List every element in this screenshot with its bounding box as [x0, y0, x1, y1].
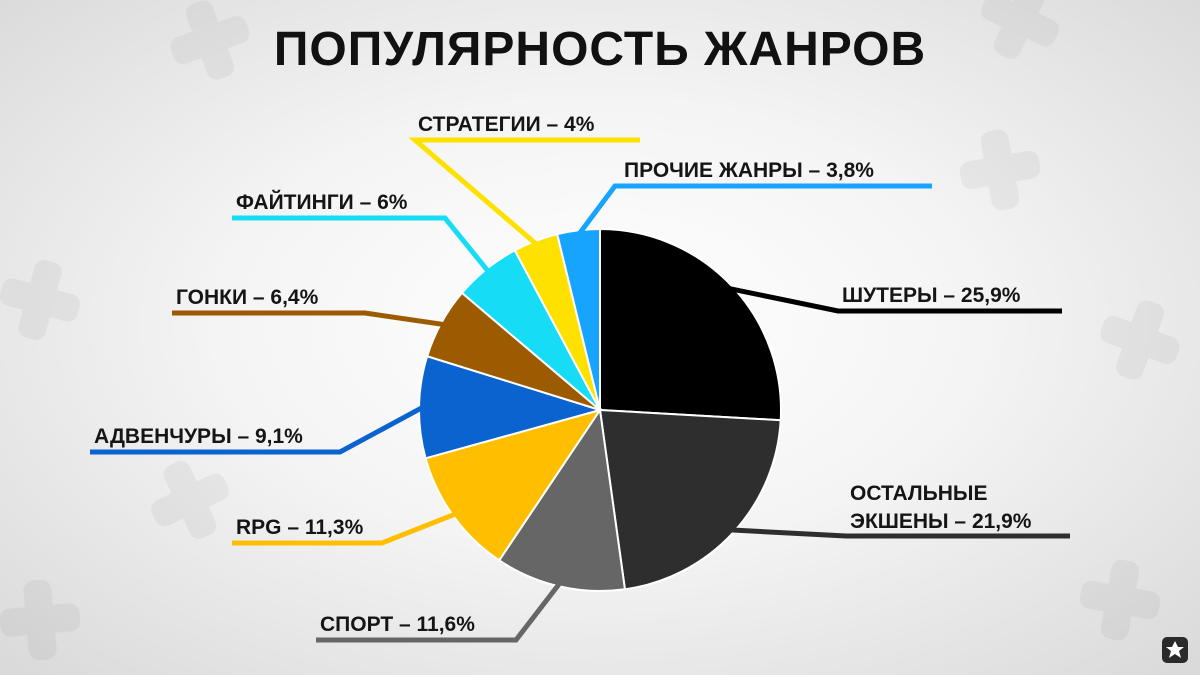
leader-line	[728, 285, 1062, 314]
slice-label: ЭКШЕНЫ – 21,9%	[850, 510, 1032, 533]
leader-line	[316, 580, 563, 643]
leader-line	[232, 215, 491, 274]
leader-line	[90, 405, 425, 455]
slice-label: СПОРТ – 11,6%	[320, 613, 475, 636]
leader-line	[172, 310, 446, 328]
slice-label: ШУТЕРЫ – 25,9%	[842, 284, 1021, 307]
leader-line	[730, 527, 1070, 539]
chart-title: ПОПУЛЯРНОСТЬ ЖАНРОВ	[273, 23, 927, 76]
leader-line	[576, 183, 932, 236]
leader-line	[408, 137, 640, 247]
leader-line	[232, 511, 458, 546]
logo-icon	[1162, 637, 1188, 663]
pie-slice	[555, 227, 601, 411]
slice-label: СТРАТЕГИИ – 4%	[418, 113, 595, 136]
slice-label: АДВЕНЧУРЫ – 9,1%	[94, 425, 303, 448]
slice-label: RPG – 11,3%	[236, 516, 364, 539]
pie-slice	[599, 227, 782, 422]
slice-label: ОСТАЛЬНЫЕ	[850, 482, 987, 505]
slice-label: ПРОЧИЕ ЖАНРЫ – 3,8%	[624, 159, 874, 182]
slice-label: ГОНКИ – 6,4%	[176, 286, 319, 309]
pie-slice	[598, 408, 782, 591]
slice-label: ФАЙТИНГИ – 6%	[236, 190, 408, 214]
